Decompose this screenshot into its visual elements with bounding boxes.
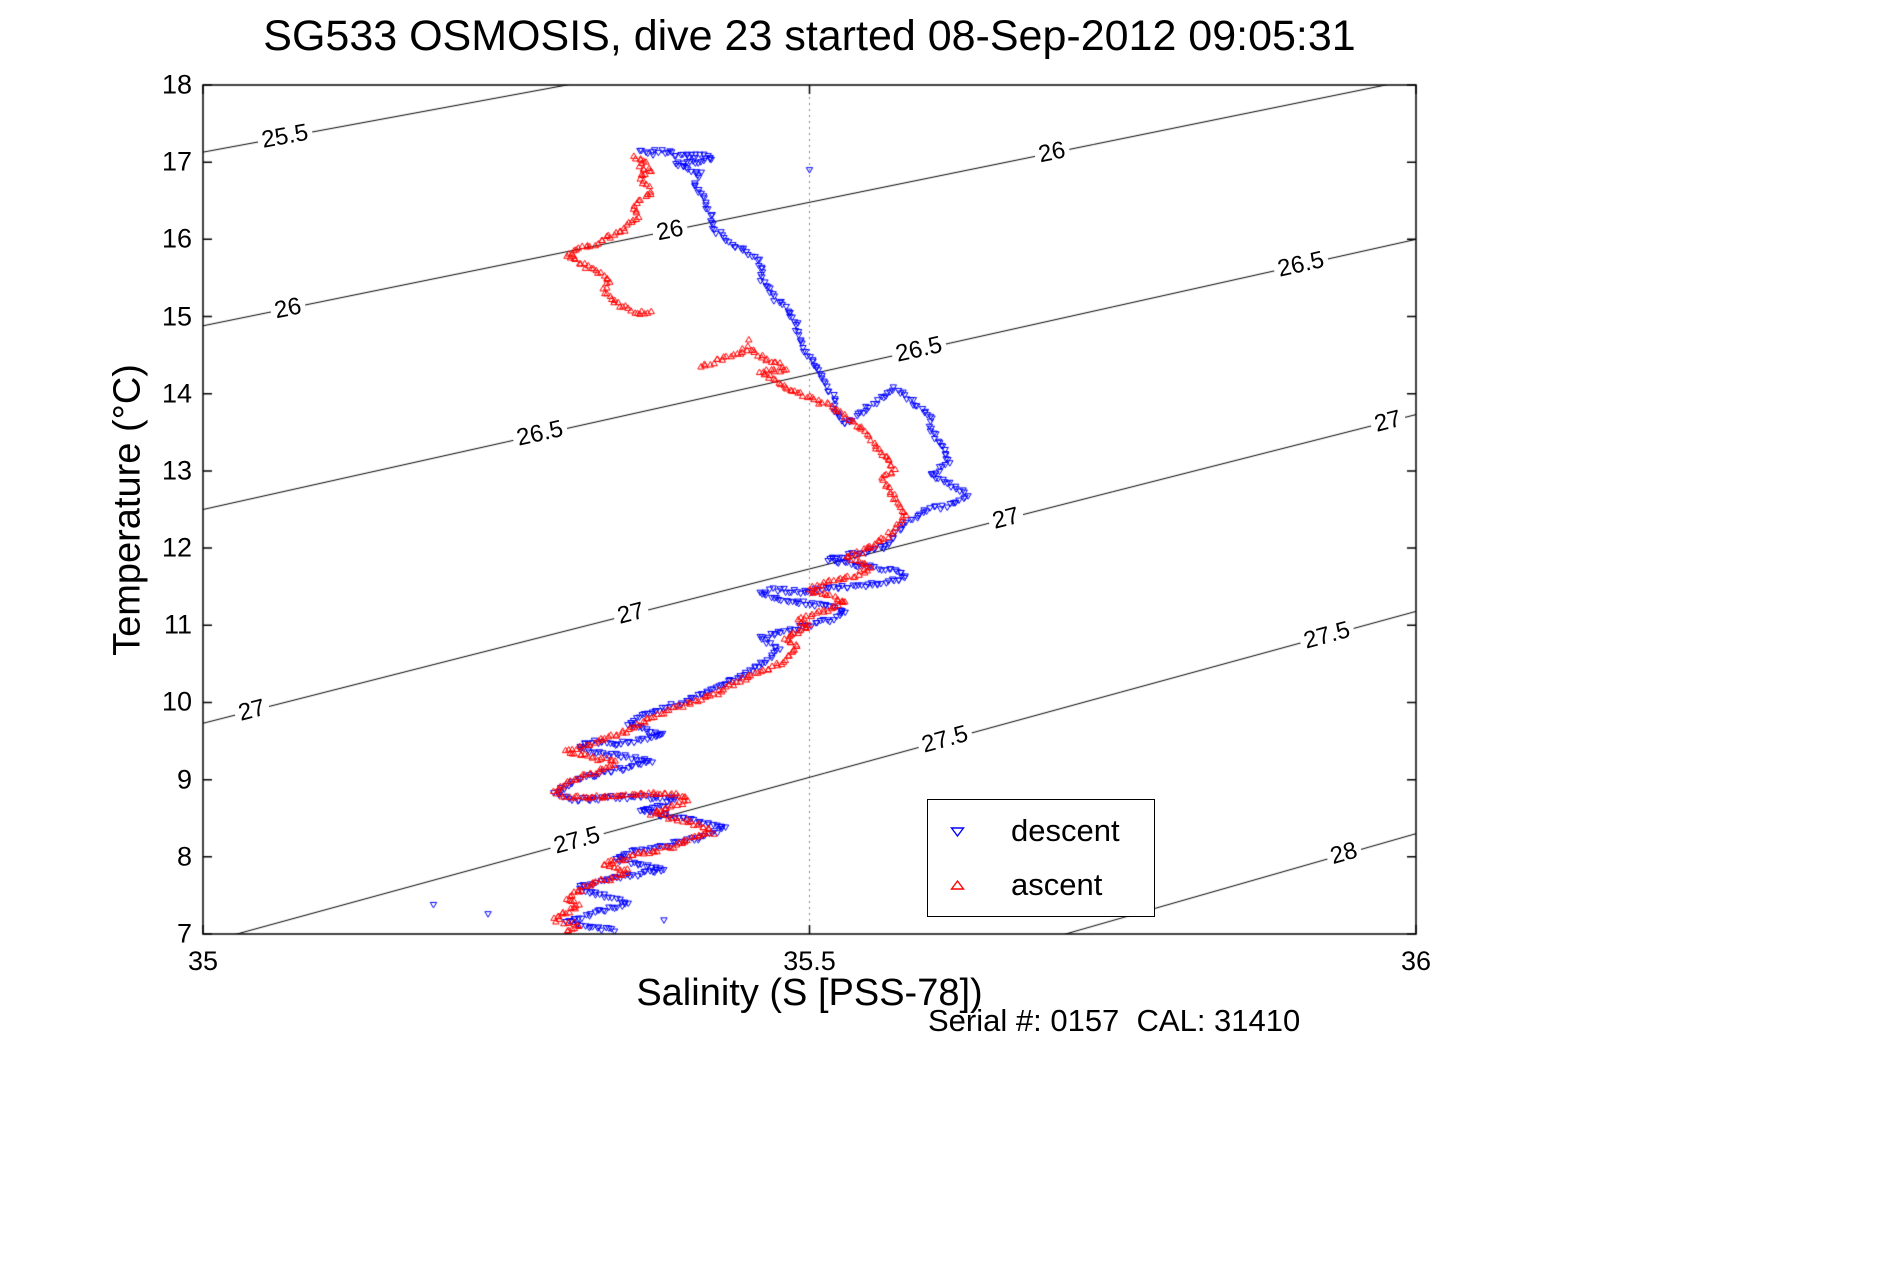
legend-label-descent: descent	[1011, 813, 1120, 848]
legend: descent ascent	[927, 799, 1155, 917]
descent-marker-icon	[950, 826, 965, 837]
legend-label-ascent: ascent	[1011, 867, 1103, 902]
ascent-marker-icon	[950, 879, 965, 890]
legend-entry-ascent: ascent	[928, 867, 1154, 903]
legend-entry-descent: descent	[928, 813, 1154, 849]
